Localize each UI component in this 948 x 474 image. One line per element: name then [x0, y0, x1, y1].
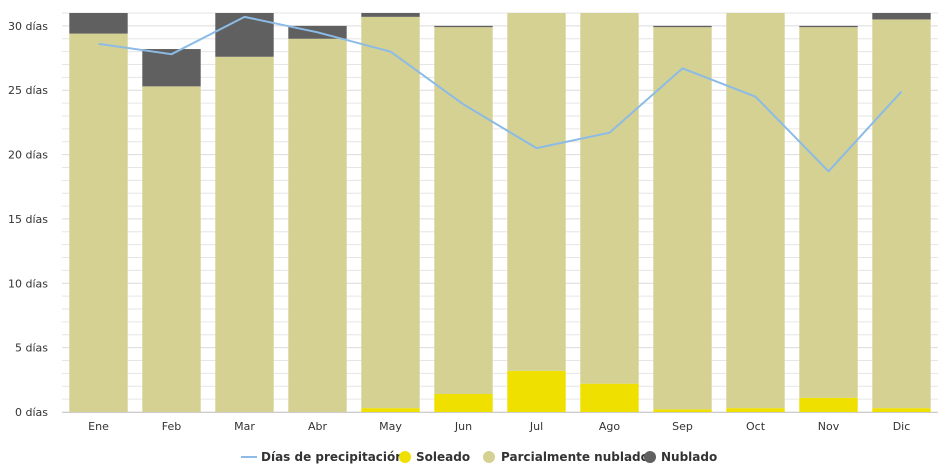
bar-partly-cloudy	[434, 27, 493, 394]
bar-partly-cloudy	[142, 86, 201, 413]
x-tick-label: Ene	[88, 420, 109, 433]
y-tick-label: 15 días	[8, 213, 48, 226]
y-axis: 0 días 5 días 10 días 15 días 20 días 25 días…	[8, 20, 48, 419]
precipitation-line-layer	[98, 15, 903, 173]
x-tick-label: Jul	[529, 420, 543, 433]
bar-cloudy	[361, 13, 420, 17]
bar-partly-cloudy	[580, 13, 639, 384]
legend-item-cloudy[interactable]: Nublado	[644, 450, 717, 464]
x-tick-label: Jun	[454, 420, 472, 433]
bar-sunny	[580, 383, 639, 412]
x-tick-label: Ago	[599, 420, 621, 433]
bar-partly-cloudy	[507, 13, 566, 371]
bar-cloudy	[872, 13, 931, 20]
legend-precip-label: Días de precipitación	[261, 450, 404, 464]
legend-cloudy-label: Nublado	[661, 450, 717, 464]
y-tick-label: 30 días	[8, 20, 48, 33]
y-tick-label: 25 días	[8, 84, 48, 97]
legend-item-partly[interactable]: Parcialmente nublado	[483, 450, 649, 464]
legend-partly-label: Parcialmente nublado	[501, 450, 649, 464]
bar-cloudy	[69, 13, 128, 34]
x-tick-label: May	[379, 420, 402, 433]
bar-sunny	[434, 393, 493, 412]
y-tick-label: 0 días	[15, 406, 48, 419]
stacked-bars	[69, 13, 931, 413]
legend-sunny-label: Soleado	[416, 450, 470, 464]
bar-partly-cloudy	[653, 27, 712, 410]
bar-partly-cloudy	[288, 38, 347, 412]
bar-sunny	[799, 397, 858, 412]
bar-sunny	[726, 408, 785, 412]
y-tick-label: 5 días	[15, 342, 48, 355]
x-tick-label: Dic	[893, 420, 911, 433]
legend-cloudy-swatch-icon	[644, 451, 656, 463]
bar-cloudy	[653, 25, 712, 28]
y-tick-label: 10 días	[8, 277, 48, 290]
bar-cloudy	[215, 13, 274, 57]
x-tick-label: Oct	[746, 420, 766, 433]
bar-sunny	[507, 370, 566, 412]
precipitation-line	[98, 15, 903, 173]
x-tick-label: Mar	[234, 420, 255, 433]
legend-item-sunny[interactable]: Soleado	[399, 450, 470, 464]
legend-sunny-swatch-icon	[399, 451, 411, 463]
bar-partly-cloudy	[215, 56, 274, 412]
bar-partly-cloudy	[726, 13, 785, 409]
x-axis: Ene Feb Mar Abr May Jun Jul Ago Sep Oct Nov Dic	[62, 412, 938, 433]
legend-item-precip[interactable]: Días de precipitación	[241, 450, 404, 464]
x-tick-label: Sep	[672, 420, 693, 433]
bar-partly-cloudy	[799, 27, 858, 398]
x-tick-label: Abr	[308, 420, 328, 433]
bar-sunny	[872, 408, 931, 412]
bar-partly-cloudy	[69, 33, 128, 413]
bar-partly-cloudy	[872, 19, 931, 409]
bar-sunny	[361, 408, 420, 412]
y-tick-label: 20 días	[8, 149, 48, 162]
bar-cloudy	[142, 49, 201, 87]
legend: Días de precipitación Soleado Parcialmen…	[241, 450, 717, 464]
x-tick-label: Nov	[818, 420, 840, 433]
bar-cloudy	[434, 25, 493, 28]
legend-partly-swatch-icon	[483, 451, 495, 463]
bar-sunny	[653, 409, 712, 412]
bar-partly-cloudy	[361, 16, 420, 409]
gridlines	[62, 12, 938, 413]
x-tick-label: Feb	[162, 420, 181, 433]
bar-cloudy	[799, 25, 858, 28]
